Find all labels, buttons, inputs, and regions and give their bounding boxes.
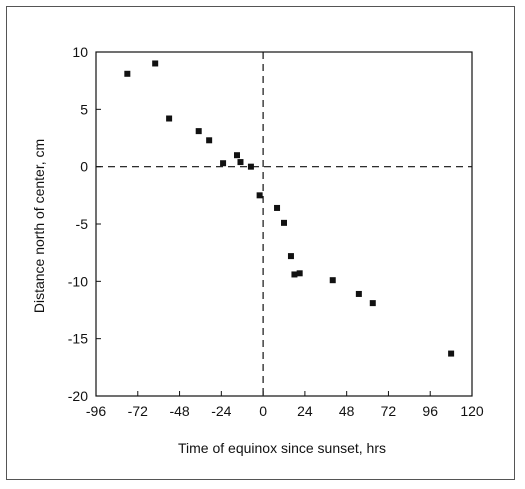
data-point bbox=[234, 152, 240, 159]
x-tick-label: -48 bbox=[169, 403, 189, 419]
data-point bbox=[329, 277, 336, 284]
x-axis-ticks: -96 -72 -48 -24 0 24 48 72 96 120 bbox=[86, 391, 484, 419]
y-axis-ticks: 10 5 0 -5 -10 -15 -20 bbox=[68, 44, 101, 404]
data-point bbox=[195, 128, 202, 135]
y-tick-label: 0 bbox=[80, 159, 88, 175]
x-tick-label: -24 bbox=[211, 403, 231, 419]
x-tick-label: -96 bbox=[86, 403, 106, 419]
x-tick-label: -72 bbox=[128, 403, 148, 419]
data-point bbox=[274, 204, 281, 211]
data-point bbox=[124, 70, 131, 77]
y-tick-label: 5 bbox=[80, 101, 88, 117]
data-point bbox=[291, 271, 298, 278]
y-axis-label: Distance north of center, cm bbox=[31, 139, 47, 313]
x-tick-label: 72 bbox=[381, 403, 397, 419]
figure-frame bbox=[6, 6, 515, 480]
data-point bbox=[287, 253, 294, 260]
data-point bbox=[355, 290, 362, 297]
data-point bbox=[166, 115, 173, 122]
data-point bbox=[281, 219, 287, 226]
data-point bbox=[152, 60, 159, 67]
data-point bbox=[256, 192, 263, 199]
x-tick-label: 96 bbox=[422, 403, 438, 419]
x-tick-label: 0 bbox=[259, 403, 267, 419]
data-point bbox=[296, 270, 303, 277]
y-tick-label: -10 bbox=[68, 273, 88, 289]
reference-lines bbox=[96, 52, 472, 396]
y-tick-label: -5 bbox=[76, 216, 89, 232]
y-tick-label: -20 bbox=[68, 388, 88, 404]
x-tick-label: 24 bbox=[297, 403, 313, 419]
data-point bbox=[237, 159, 244, 166]
data-point bbox=[206, 137, 213, 144]
data-point bbox=[247, 163, 254, 170]
y-tick-label: -15 bbox=[68, 331, 88, 347]
x-axis-label: Time of equinox since sunset, hrs bbox=[178, 440, 386, 456]
data-point bbox=[369, 300, 376, 307]
data-point bbox=[220, 160, 227, 167]
x-tick-label: 120 bbox=[460, 403, 484, 419]
data-point bbox=[448, 350, 455, 357]
x-tick-label: 48 bbox=[339, 403, 355, 419]
data-points bbox=[124, 60, 455, 357]
y-tick-label: 10 bbox=[72, 44, 88, 60]
